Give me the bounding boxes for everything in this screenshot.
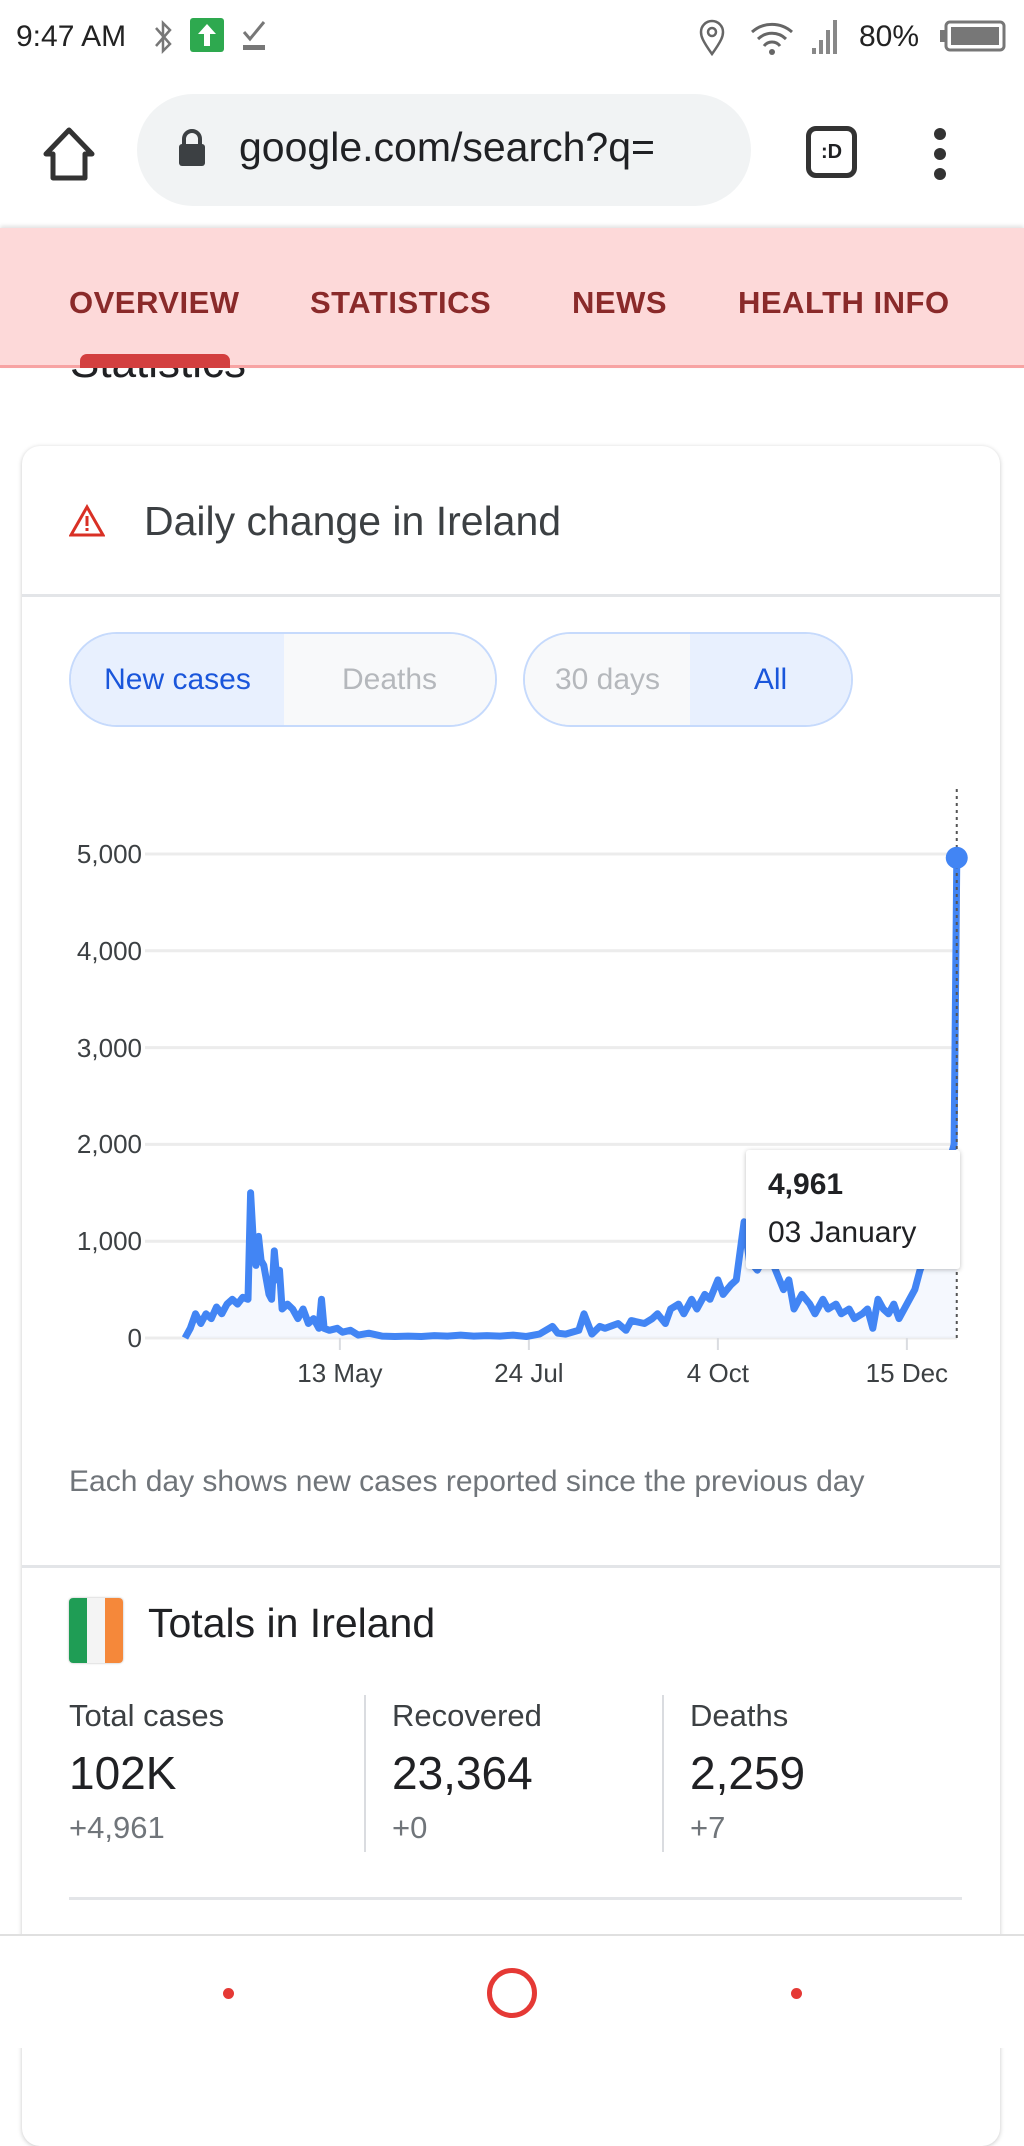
location-icon (699, 19, 725, 57)
tab-overview[interactable]: OVERVIEW (69, 285, 240, 320)
column-divider (364, 1695, 366, 1852)
y-tick-label: 1,000 (76, 1226, 142, 1257)
battery-icon (940, 20, 1006, 52)
status-time: 9:47 AM (16, 20, 127, 53)
x-tick-label: 24 Jul (494, 1358, 564, 1388)
address-bar[interactable]: google.com/search?q= (137, 94, 751, 206)
warning-icon (69, 504, 105, 537)
stat-value-deaths: 2,259 (690, 1747, 806, 1799)
highlight-point (945, 846, 968, 869)
y-tick-label: 2,000 (76, 1129, 142, 1160)
x-tick-label: 13 May (297, 1358, 383, 1388)
lock-icon (179, 129, 205, 166)
series-area (185, 857, 957, 1338)
more-options-icon[interactable] (930, 126, 950, 182)
system-nav-bar (0, 1934, 1024, 2048)
tab-statistics[interactable]: STATISTICS (310, 285, 492, 320)
bluetooth-icon (155, 19, 172, 55)
y-tick-label: 4,000 (76, 935, 142, 966)
daily-change-card: Daily change in Ireland New cases Deaths… (22, 446, 1000, 2146)
divider (69, 1897, 962, 1900)
url-text: google.com/search?q= (239, 124, 655, 170)
toggle-deaths[interactable]: Deaths (284, 634, 495, 725)
stat-value-total-cases: 102K (69, 1747, 177, 1799)
x-tick-label: 4 Oct (686, 1358, 749, 1388)
stat-label-total-cases: Total cases (69, 1698, 225, 1733)
signal-icon (812, 20, 837, 54)
battery-percent: 80% (859, 20, 920, 53)
toggle-new-cases[interactable]: New cases (71, 634, 284, 725)
metric-toggle: New cases Deaths (69, 632, 497, 727)
toggle-all[interactable]: All (690, 634, 851, 725)
stat-delta-recovered: +0 (392, 1810, 428, 1845)
home-icon[interactable] (42, 126, 96, 182)
chart-caption: Each day shows new cases reported since … (69, 1465, 865, 1498)
topic-tab-bar: OVERVIEW STATISTICS NEWS HEALTH INFO (0, 228, 1024, 368)
toggle-30-days[interactable]: 30 days (525, 634, 690, 725)
y-tick-label: 5,000 (76, 839, 142, 869)
upload-icon (190, 18, 224, 52)
column-divider (662, 1695, 664, 1852)
stat-delta-deaths: +7 (690, 1810, 726, 1845)
wifi-icon (751, 22, 793, 55)
y-tick-label: 3,000 (76, 1032, 142, 1063)
stat-delta-total-cases: +4,961 (69, 1810, 165, 1845)
back-button[interactable] (791, 1988, 802, 1999)
series-line-new-cases (181, 857, 961, 1340)
tab-switcher-button[interactable]: :D (806, 126, 857, 178)
card-title: Daily change in Ireland (144, 498, 562, 544)
tab-news[interactable]: NEWS (572, 285, 667, 320)
tab-health-info[interactable]: HEALTH INFO (738, 285, 950, 320)
chart-tooltip: 4,961 03 January (746, 1150, 960, 1269)
stat-label-recovered: Recovered (392, 1698, 542, 1733)
daily-cases-chart[interactable] (0, 760, 1024, 1420)
divider (22, 1565, 1000, 1568)
stat-value-recovered: 23,364 (392, 1747, 533, 1799)
menu-button[interactable] (223, 1988, 234, 1999)
download-done-icon (242, 21, 266, 50)
home-button[interactable] (487, 1968, 537, 2018)
range-toggle: 30 days All (523, 632, 853, 727)
totals-title: Totals in Ireland (148, 1600, 436, 1646)
ireland-flag-icon (69, 1598, 123, 1663)
x-tick-label: 15 Dec (865, 1358, 949, 1388)
status-bar: 9:47 AM 80% (0, 0, 1024, 76)
browser-toolbar: google.com/search?q= :D (0, 76, 1024, 228)
active-tab-indicator (80, 354, 230, 368)
tooltip-value: 4,961 (768, 1168, 844, 1201)
y-tick-label: 0 (127, 1323, 142, 1353)
divider (22, 594, 1000, 597)
tooltip-date: 03 January (768, 1216, 917, 1249)
stat-label-deaths: Deaths (690, 1698, 789, 1733)
